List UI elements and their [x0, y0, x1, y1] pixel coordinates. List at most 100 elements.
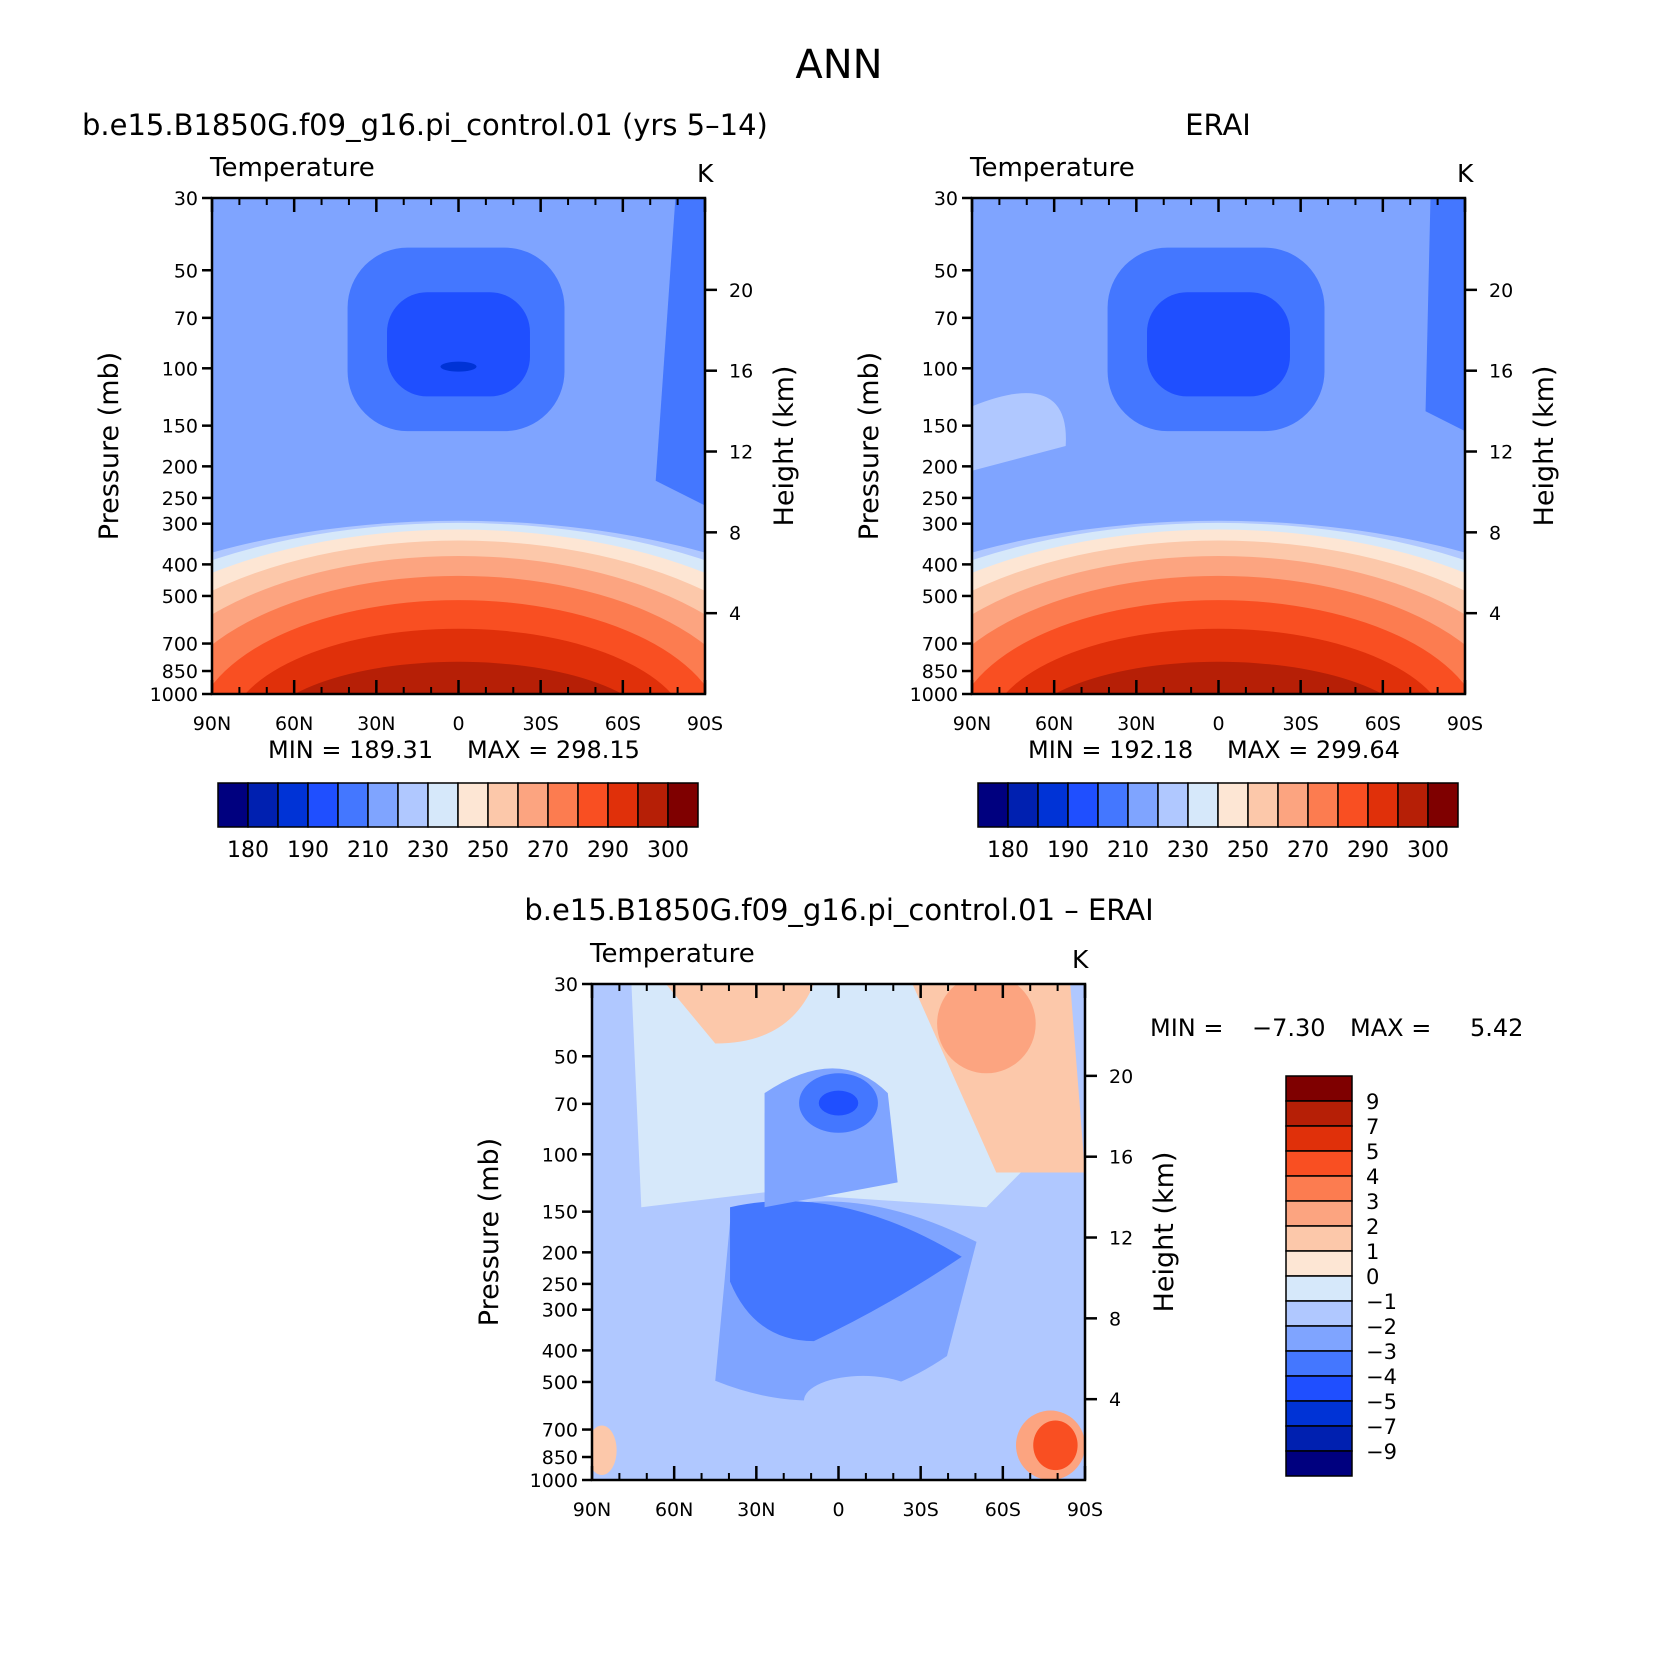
diff-pos-sp-2 — [1033, 1420, 1078, 1471]
colorbar-cell — [977, 782, 1009, 828]
colorbar-cell — [1217, 782, 1249, 828]
y2-tick-label: 16 — [1489, 361, 1513, 383]
panel-obs-y2label: Height (km) — [1529, 366, 1560, 527]
panel-model-ylabel: Pressure (mb) — [94, 352, 125, 540]
x-tick-label: 0 — [832, 1499, 844, 1521]
colorbar-cell — [1307, 782, 1339, 828]
colorbar-label: 4 — [1366, 1165, 1379, 1189]
colorbar-cell — [1285, 1275, 1353, 1302]
panel-obs-axes: 90N 60N 30N 0 30S 60S 90S 30 50 70 100 150 200 250 300… — [910, 188, 1514, 735]
colorbar-cell — [577, 782, 609, 828]
panel-obs: ERAI Temperature K 90N 60N 30N 0 30S 60S 90S 30… — [854, 108, 1560, 863]
y2-tick-label: 12 — [1109, 1228, 1133, 1250]
colorbar-label: 210 — [1107, 838, 1149, 863]
y-tick-label: 300 — [542, 1300, 578, 1322]
panel-model-colorbar: 180 190 210 230 250 270 290 300 — [217, 782, 699, 863]
panel-diff-min-value: −7.30 — [1252, 1014, 1326, 1042]
panel-diff: b.e15.B1850G.f09_g16.pi_control.01 – ERA… — [474, 893, 1523, 1521]
colorbar-label: 180 — [227, 838, 269, 863]
panel-model-title: b.e15.B1850G.f09_g16.pi_control.01 (yrs … — [82, 108, 768, 142]
y2-tick-label: 8 — [1109, 1308, 1121, 1330]
y-tick-label: 50 — [554, 1046, 578, 1068]
y2-tick-label: 4 — [729, 603, 741, 625]
x-tick-label: 90S — [1447, 713, 1483, 735]
panel-model-min: MIN = 189.31 — [268, 736, 433, 764]
y-tick-label: 400 — [162, 554, 198, 576]
colorbar-cell — [1067, 782, 1099, 828]
y2-tick-label: 4 — [1489, 603, 1501, 625]
colorbar-label: 0 — [1366, 1265, 1379, 1289]
colorbar-label: 7 — [1366, 1115, 1379, 1139]
colorbar-label: −9 — [1366, 1440, 1397, 1464]
colorbar-cell — [1285, 1325, 1353, 1352]
x-tick-label: 60S — [985, 1499, 1021, 1521]
panel-diff-max-value: 5.42 — [1470, 1014, 1523, 1042]
y-tick-label: 250 — [922, 488, 958, 510]
y-tick-label: 150 — [542, 1202, 578, 1224]
colorbar-cell — [1285, 1250, 1353, 1277]
panel-diff-field — [592, 984, 1085, 1480]
x-tick-label: 30N — [357, 713, 395, 735]
colorbar-label: 180 — [987, 838, 1029, 863]
colorbar-cell — [1285, 1300, 1353, 1327]
polar-cold-region — [1425, 198, 1465, 432]
colorbar-cell — [397, 782, 429, 828]
y-tick-label: 30 — [934, 188, 958, 210]
colorbar-cell — [1007, 782, 1039, 828]
y-tick-label: 100 — [162, 358, 198, 380]
colorbar-label: 270 — [527, 838, 569, 863]
colorbar-label: 230 — [407, 838, 449, 863]
y-tick-label: 200 — [922, 456, 958, 478]
x-tick-label: 60S — [1365, 713, 1401, 735]
diff-pos-np — [592, 1425, 617, 1476]
colorbar-cell — [1337, 782, 1369, 828]
diff-pos-3 — [937, 984, 1036, 1074]
y-tick-label: 500 — [922, 586, 958, 608]
y-tick-label: 300 — [922, 514, 958, 536]
x-tick-label: 30S — [523, 713, 559, 735]
colorbar-label: 1 — [1366, 1240, 1379, 1264]
colorbar-label: −5 — [1366, 1390, 1397, 1414]
panel-obs-max: MAX = 299.64 — [1227, 736, 1400, 764]
x-tick-label: 90N — [193, 713, 231, 735]
colorbar-cell — [1397, 782, 1429, 828]
y-tick-label: 250 — [542, 1274, 578, 1296]
panel-model-field — [212, 198, 705, 694]
colorbar-cell — [1187, 782, 1219, 828]
colorbar-label: 230 — [1167, 838, 1209, 863]
colorbar-cell — [1127, 782, 1159, 828]
panel-obs-units: K — [1457, 159, 1474, 188]
y2-tick-label: 12 — [1489, 442, 1513, 464]
colorbar-cell — [367, 782, 399, 828]
y-tick-label: 400 — [922, 554, 958, 576]
polar-warm-region — [972, 393, 1066, 471]
colorbar-label: 3 — [1366, 1190, 1379, 1214]
colorbar-label: 2 — [1366, 1215, 1379, 1239]
panel-model-axes: 90N 60N 30N 0 30S 60S 90S 30 50 70 100 150 200 250 300… — [150, 188, 754, 735]
colorbar-label: −2 — [1366, 1315, 1397, 1339]
panel-model-units: K — [697, 159, 714, 188]
y-tick-label: 300 — [162, 514, 198, 536]
panel-model: b.e15.B1850G.f09_g16.pi_control.01 (yrs … — [82, 108, 800, 863]
polar-cold-region — [655, 198, 705, 506]
diff-pos-1 — [665, 984, 814, 1044]
y-tick-label: 50 — [934, 260, 958, 282]
x-tick-label: 30N — [737, 1499, 775, 1521]
y2-tick-label: 20 — [1109, 1066, 1133, 1088]
colorbar-label: 5 — [1366, 1140, 1379, 1164]
colorbar-cell — [1247, 782, 1279, 828]
panel-model-y2label: Height (km) — [769, 366, 800, 527]
colorbar-cell — [307, 782, 339, 828]
colorbar-cell — [1285, 1350, 1353, 1377]
panel-obs-subtitle: Temperature — [969, 153, 1135, 183]
panel-diff-max-label: MAX = — [1350, 1014, 1431, 1042]
colorbar-cell — [1285, 1125, 1353, 1152]
cold-tropopause-inner — [1147, 292, 1290, 397]
panel-obs-ylabel: Pressure (mb) — [854, 352, 885, 540]
y-tick-label: 30 — [174, 188, 198, 210]
x-tick-label: 0 — [1212, 713, 1224, 735]
colorbar-label: 290 — [1347, 838, 1389, 863]
y2-tick-label: 4 — [1109, 1389, 1121, 1411]
y-tick-label: 150 — [162, 416, 198, 438]
